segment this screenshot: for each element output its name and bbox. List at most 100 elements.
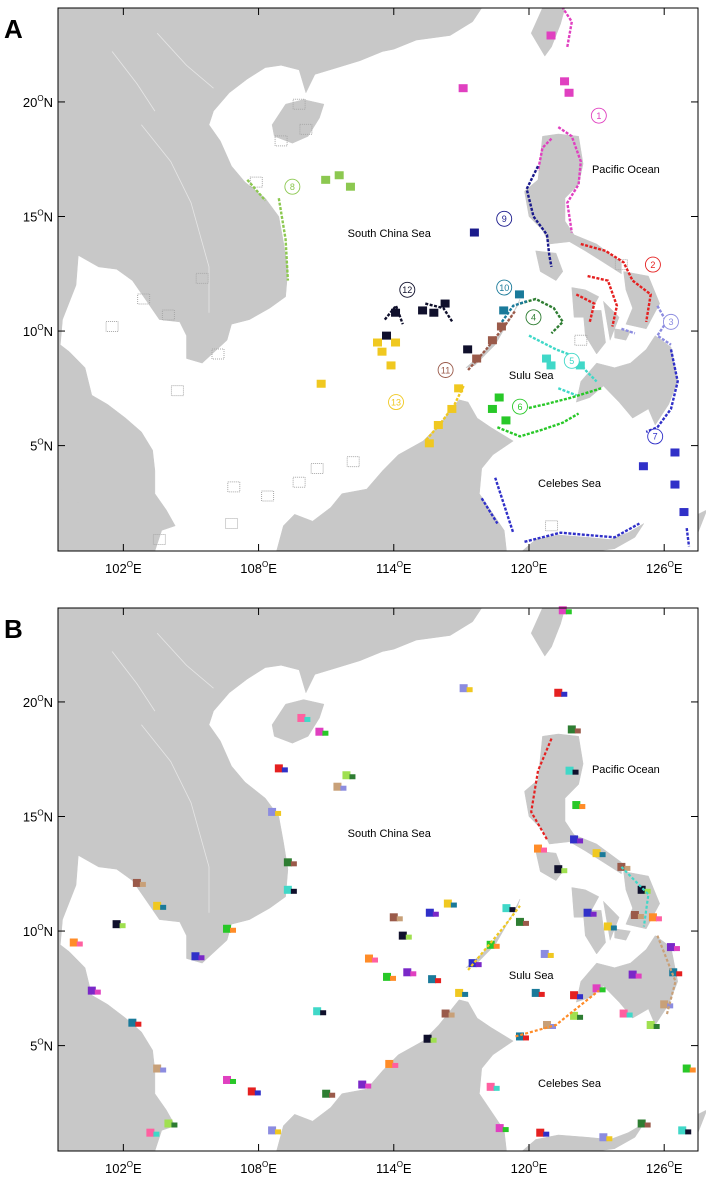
lat-label-20: 20ON	[23, 94, 53, 110]
site-group-patch-76	[531, 988, 540, 997]
site-group-patch-20	[502, 904, 511, 913]
site-group-patch-b-41	[405, 934, 412, 940]
cluster-marker-circle	[496, 279, 513, 296]
site-group-patch-34	[599, 1133, 608, 1142]
site-group-patch-15	[619, 1009, 628, 1018]
river-line-0	[156, 632, 214, 689]
site-group-patch-42	[364, 954, 373, 963]
ungrouped-habitat-5	[105, 320, 119, 332]
site-group-patch-41	[398, 931, 407, 940]
cluster-marker-10: 10	[496, 279, 513, 296]
ungrouped-habitat-7	[227, 481, 241, 493]
site-group-patch-b-73	[561, 868, 568, 874]
site-group-patch-40	[389, 913, 398, 922]
cluster-marker-circle	[563, 352, 580, 369]
lat-label-5: 5ON	[30, 1038, 53, 1054]
site-group-patch-b-17	[577, 994, 584, 1000]
site-group-patch-b-50	[275, 810, 282, 816]
site-group-patch-8	[617, 862, 626, 871]
cluster-2-coast-2	[575, 293, 596, 323]
land-luzon	[524, 133, 622, 275]
site-group-patch-38	[425, 908, 434, 917]
site-group-patch-5	[572, 801, 581, 810]
cluster-7-coast-4	[685, 527, 691, 547]
cluster-marker-5: 5	[563, 352, 580, 369]
cluster-marker-4: 4	[525, 309, 542, 326]
cluster-12-patch-1	[418, 306, 428, 315]
cluster-1-coast-0	[557, 126, 583, 233]
cluster-6-coast-0	[496, 412, 580, 438]
site-group-patch-63	[146, 1128, 155, 1137]
site-group-patch-1	[554, 688, 563, 697]
site-group-patch-b-69	[390, 975, 397, 981]
cluster-6-patch-1	[501, 416, 511, 425]
site-group-patch-b-20	[509, 907, 516, 913]
ungrouped-habitat-13	[152, 534, 166, 546]
site-group-coast-0	[530, 738, 553, 840]
lat-label-15: 15ON	[23, 808, 53, 824]
lat-label-10: 10ON	[23, 323, 53, 339]
cluster-marker-circle	[512, 398, 528, 415]
site-group-patch-b-18	[547, 952, 554, 958]
site-group-patch-35	[637, 1119, 646, 1128]
site-group-patch-b-74	[541, 847, 547, 853]
site-group-patch-b-75	[635, 973, 642, 979]
site-group-patch-72	[630, 911, 639, 920]
cluster-marker-label: 13	[391, 397, 401, 407]
ungrouped-habitat-12	[225, 518, 239, 530]
site-group-patch-b-11	[673, 946, 680, 952]
site-group-patch-26	[385, 1059, 394, 1068]
ungrouped-habitat-17	[574, 334, 588, 346]
site-group-patch-57	[112, 920, 121, 929]
site-group-patch-b-37	[689, 1067, 696, 1073]
cluster-7-coast-2	[524, 522, 640, 543]
cluster-8-patch-2	[334, 171, 344, 180]
site-group-patch-b-24	[448, 1012, 455, 1018]
ungrouped-habitat-18	[614, 259, 628, 271]
cluster-marker-6: 6	[512, 398, 528, 415]
land-bohol	[614, 928, 631, 941]
site-group-patch-37	[682, 1064, 691, 1073]
cluster-marker-circle	[590, 107, 607, 124]
site-group-patch-75	[628, 970, 637, 979]
site-group-patch-23	[455, 988, 464, 997]
map-frame-a	[57, 7, 699, 552]
cluster-marker-1: 1	[590, 107, 607, 124]
lon-label-120: 120OE	[511, 1160, 548, 1176]
site-group-patch-4	[565, 766, 574, 775]
sea-label-pacific-ocean: Pacific Ocean	[592, 164, 660, 176]
site-group-patch-16	[592, 984, 601, 993]
site-group-patch-b-2	[466, 687, 473, 693]
site-group-patch-70	[583, 908, 592, 917]
site-group-patch-59	[87, 986, 96, 995]
cluster-marker-label: 11	[441, 365, 450, 375]
site-group-patch-b-28	[522, 1035, 529, 1041]
site-group-patch-61	[153, 1064, 162, 1073]
cluster-4-coast-0	[519, 297, 565, 335]
site-group-patch-54	[191, 952, 200, 961]
cluster-13-patch-2	[377, 347, 387, 356]
cluster-10-patch-0	[499, 306, 509, 315]
site-group-patch-45	[333, 782, 342, 791]
cluster-3-coast-0	[655, 305, 672, 346]
site-group-patch-b-0	[565, 609, 572, 615]
site-group-patch-b-33	[543, 1131, 550, 1137]
ungrouped-habitat-0	[292, 98, 306, 110]
cluster-marker-label: 10	[499, 283, 509, 293]
ungrouped-habitat-1	[299, 123, 313, 135]
site-group-patch-b-29	[550, 1023, 557, 1029]
lat-label-15: 15ON	[23, 208, 53, 224]
site-group-patch-b-5	[579, 804, 586, 810]
lon-label-126: 126OE	[646, 560, 683, 576]
cluster-1-patch-0	[564, 88, 574, 97]
cluster-marker-3: 3	[663, 313, 679, 330]
site-group-patch-b-3	[574, 728, 581, 734]
cluster-5-patch-2	[575, 361, 585, 370]
cluster-1-patch-2	[546, 31, 556, 40]
site-group-patch-50	[268, 807, 277, 816]
site-group-patch-b-8	[624, 865, 631, 871]
cluster-1-patch-3	[560, 77, 570, 86]
land-mainland-asia	[57, 7, 483, 552]
site-group-patch-b-42	[371, 957, 378, 963]
site-group-patch-0	[558, 606, 567, 615]
